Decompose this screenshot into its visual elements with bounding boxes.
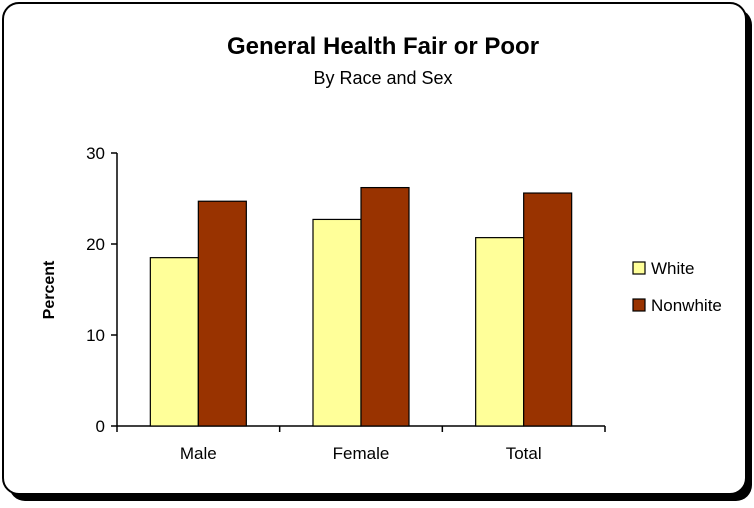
bar-white-total bbox=[475, 237, 525, 427]
x-category-label: Female bbox=[333, 444, 390, 463]
legend-swatch-white bbox=[632, 261, 646, 275]
y-axis-label: Percent bbox=[41, 260, 58, 319]
bar-nonwhite-total bbox=[523, 192, 573, 427]
y-tick-label: 10 bbox=[86, 326, 105, 345]
y-tick-label: 30 bbox=[86, 144, 105, 163]
legend-label-nonwhite: Nonwhite bbox=[651, 296, 722, 315]
y-tick-label: 0 bbox=[96, 417, 105, 436]
chart-title: General Health Fair or Poor bbox=[227, 33, 539, 60]
bar-nonwhite-female bbox=[360, 186, 410, 427]
chart-subtitle: By Race and Sex bbox=[313, 68, 452, 88]
plot-area: 0 10 20 30 Male Female Total bbox=[86, 144, 606, 463]
bar-nonwhite-male bbox=[197, 200, 247, 427]
bar-white-female bbox=[312, 218, 362, 427]
bar-white-male bbox=[149, 257, 199, 427]
y-tick-label: 20 bbox=[86, 235, 105, 254]
x-category-label: Male bbox=[180, 444, 217, 463]
legend-label-white: White bbox=[651, 259, 694, 278]
legend-swatch-nonwhite bbox=[632, 298, 646, 312]
legend: White Nonwhite bbox=[632, 259, 722, 315]
x-category-label: Total bbox=[506, 444, 542, 463]
